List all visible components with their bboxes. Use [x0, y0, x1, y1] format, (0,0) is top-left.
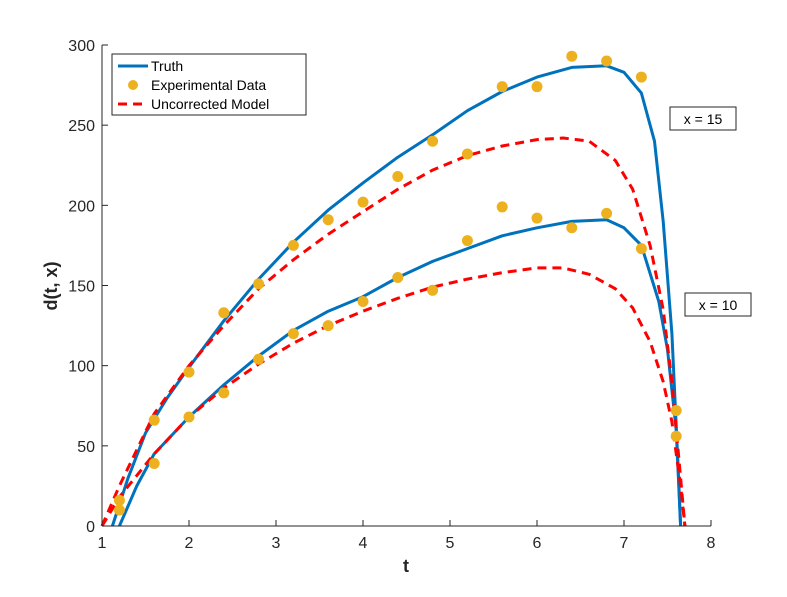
y-tick-label: 0 — [86, 519, 95, 536]
data-point — [113, 504, 125, 516]
y-tick-label: 150 — [68, 279, 95, 296]
x-tick-label: 3 — [272, 535, 281, 552]
data-point — [427, 284, 439, 296]
data-point — [601, 55, 613, 67]
data-point — [601, 207, 613, 219]
data-point — [287, 328, 299, 340]
model-line-x15 — [100, 136, 687, 527]
x-tick-label: 2 — [185, 535, 194, 552]
x-tick-label: 6 — [533, 535, 542, 552]
data-point — [427, 135, 439, 147]
x-tick-label: 5 — [446, 535, 455, 552]
data-point — [635, 243, 647, 255]
data-point — [253, 353, 265, 365]
x-tick-label: 7 — [620, 535, 629, 552]
data-point — [635, 71, 647, 83]
data-point — [148, 414, 160, 426]
data-point — [218, 387, 230, 399]
data-point — [183, 411, 195, 423]
data-point — [566, 50, 578, 62]
data-point — [531, 81, 543, 93]
data-point — [218, 307, 230, 319]
data-point — [357, 296, 369, 308]
data-point — [461, 148, 473, 160]
legend-model-label: Uncorrected Model — [151, 96, 269, 112]
truth-line-x10 — [118, 218, 683, 527]
data-point — [461, 235, 473, 247]
x-tick-label: 8 — [707, 535, 716, 552]
data-point — [357, 196, 369, 208]
data-point — [392, 271, 404, 283]
legend-box — [111, 53, 307, 116]
y-tick-label: 300 — [68, 38, 95, 55]
data-point — [566, 222, 578, 234]
y-tick-label: 250 — [68, 118, 95, 135]
axes: 1 2 3 4 5 6 7 8 0 50 100 150 200 250 300 — [68, 38, 715, 552]
x-axis-label: t — [403, 556, 409, 576]
data-point — [496, 201, 508, 213]
annotation-x10: x = 10 — [684, 292, 752, 317]
data-point — [322, 320, 334, 332]
data-point — [287, 239, 299, 251]
data-point — [113, 494, 125, 506]
data-point — [531, 212, 543, 224]
y-tick-label: 200 — [68, 198, 95, 215]
annotation-x15: x = 15 — [669, 106, 737, 131]
data-point — [670, 430, 682, 442]
legend-data-label: Experimental Data — [151, 77, 266, 93]
legend: Truth Experimental Data Uncorrected Mode… — [111, 53, 307, 116]
y-tick-label: 50 — [77, 439, 95, 456]
y-axis-label: d(t, x) — [41, 262, 61, 311]
annotation-x15-label: x = 15 — [684, 111, 723, 127]
data-point — [148, 457, 160, 469]
legend-data-swatch — [128, 80, 138, 90]
x-tick-label: 1 — [98, 535, 107, 552]
annotation-x10-label: x = 10 — [699, 297, 738, 313]
data-point — [322, 214, 334, 226]
model-line-x10 — [100, 266, 687, 527]
data-point — [392, 170, 404, 182]
y-tick-label: 100 — [68, 359, 95, 376]
series-layer — [100, 50, 687, 527]
data-point — [183, 366, 195, 378]
data-point — [496, 81, 508, 93]
data-point — [670, 405, 682, 417]
data-point — [253, 278, 265, 290]
x-tick-label: 4 — [359, 535, 368, 552]
legend-truth-label: Truth — [151, 58, 183, 74]
